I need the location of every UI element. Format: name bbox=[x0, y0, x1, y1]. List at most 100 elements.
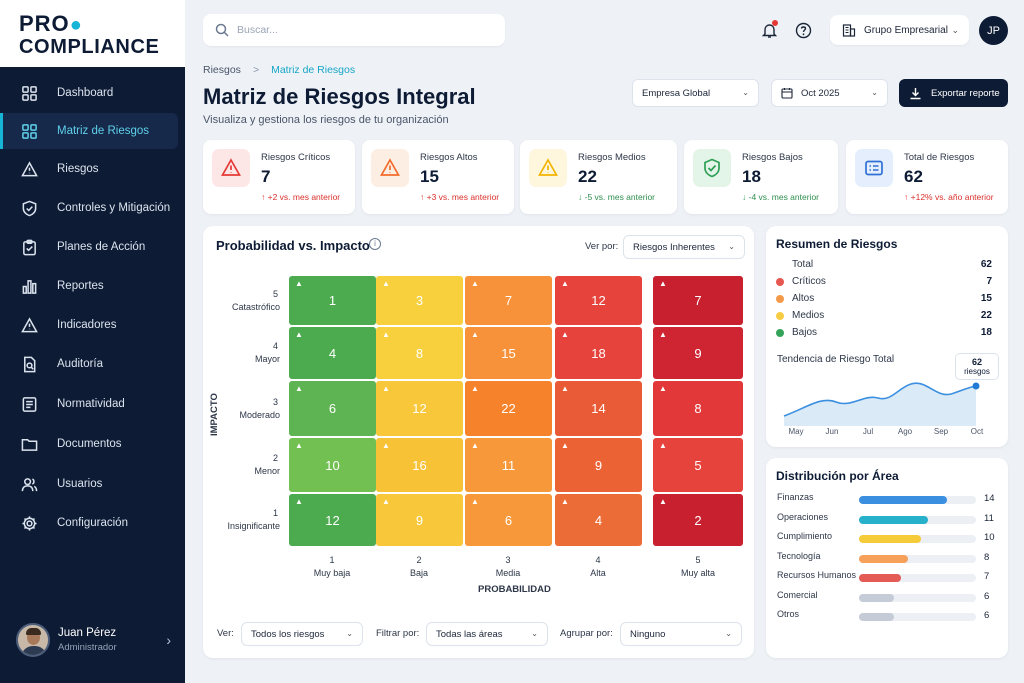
matrix-cell[interactable]: ▲ 1 bbox=[289, 276, 376, 325]
sidebar-item-label: Indicadores bbox=[57, 319, 117, 331]
footer-ver-value: Todos los riesgos bbox=[251, 628, 325, 640]
help-button[interactable] bbox=[792, 19, 814, 41]
sidebar-item-matriz-de-riesgos[interactable]: Matriz de Riesgos bbox=[0, 113, 178, 149]
notifications-button[interactable] bbox=[758, 19, 780, 41]
matrix-cell[interactable]: ▲ 11 bbox=[465, 438, 552, 492]
footer-ver-select[interactable]: Todos los riesgos ⌄ bbox=[241, 622, 363, 646]
breadcrumb: Riesgos > Matriz de Riesgos bbox=[203, 64, 355, 76]
period-select[interactable]: Oct 2025 ⌄ bbox=[771, 79, 888, 107]
matrix-cell[interactable]: ▲ 12 bbox=[376, 381, 463, 436]
sidebar-item-reportes[interactable]: Reportes bbox=[0, 268, 185, 304]
triangle-icon: ▲ bbox=[561, 384, 569, 393]
impact-label: 4 Mayor bbox=[205, 340, 280, 366]
status-dot bbox=[776, 277, 784, 286]
triangle-icon: ▲ bbox=[295, 279, 303, 288]
kpi-card: Riesgos Altos 15 ↑ +3 vs. mes anterior bbox=[362, 140, 514, 214]
matrix-cell[interactable]: ▲ 8 bbox=[653, 381, 743, 436]
triangle-icon: ▲ bbox=[471, 497, 479, 506]
sidebar-item-documentos[interactable]: Documentos bbox=[0, 426, 185, 462]
kpi-trend-text: +2 vs. mes anterior bbox=[267, 192, 341, 202]
distribution-value: 14 bbox=[984, 493, 995, 504]
user-name: Juan Pérez bbox=[58, 626, 117, 639]
triangle-icon: ▲ bbox=[382, 279, 390, 288]
matrix-cell[interactable]: ▲ 22 bbox=[465, 381, 552, 436]
triangle-icon: ▲ bbox=[659, 441, 667, 450]
arrow-down-icon: ↓ bbox=[742, 192, 749, 202]
list-icon bbox=[855, 149, 893, 187]
user-profile[interactable]: Juan Pérez Administrador › bbox=[0, 612, 185, 667]
kpi-value: 15 bbox=[420, 167, 439, 186]
sidebar-item-planes-de-accion[interactable]: Planes de Acción bbox=[0, 229, 185, 265]
sidebar-item-riesgos[interactable]: Riesgos bbox=[0, 151, 185, 187]
distribution-bar bbox=[859, 515, 929, 524]
matrix-cell[interactable]: ▲ 2 bbox=[653, 494, 743, 546]
triangle-icon: ▲ bbox=[659, 330, 667, 339]
sidebar-item-normatividad[interactable]: Normatividad bbox=[0, 386, 185, 422]
sidebar-item-configuracion[interactable]: Configuración bbox=[0, 505, 185, 541]
matrix-cell[interactable]: ▲ 10 bbox=[289, 438, 376, 492]
export-report-button[interactable]: Exportar reporte bbox=[899, 79, 1008, 107]
matrix-cell[interactable]: ▲ 12 bbox=[289, 494, 376, 546]
impact-level-number: 1 bbox=[272, 508, 278, 518]
summary-label: Críticos bbox=[792, 276, 826, 287]
matrix-cell[interactable]: ▲ 4 bbox=[289, 327, 376, 379]
notification-badge bbox=[772, 20, 778, 26]
distribution-bar bbox=[859, 593, 895, 602]
distribution-bar-track bbox=[859, 554, 976, 563]
triangle-icon: ▲ bbox=[471, 441, 479, 450]
matrix-cell[interactable]: ▲ 12 bbox=[555, 276, 642, 325]
arrow-down-icon: ↓ bbox=[578, 192, 585, 202]
distribution-row: Operaciones 11 bbox=[777, 512, 997, 526]
footer-group-select[interactable]: Ninguno ⌄ bbox=[620, 622, 742, 646]
distribution-label: Comercial bbox=[777, 589, 818, 600]
sidebar-item-label: Normatividad bbox=[57, 398, 125, 410]
search-input[interactable] bbox=[237, 24, 477, 36]
view-by-select[interactable]: Riesgos Inherentes ⌄ bbox=[623, 235, 745, 259]
sidebar-item-label: Riesgos bbox=[57, 163, 99, 175]
search-bar[interactable] bbox=[203, 14, 505, 46]
sidebar-item-indicadores[interactable]: Indicadores bbox=[0, 307, 185, 343]
matrix-cell[interactable]: ▲ 7 bbox=[465, 276, 552, 325]
footer-filter-select[interactable]: Todas las áreas ⌄ bbox=[426, 622, 548, 646]
matrix-cell[interactable]: ▲ 8 bbox=[376, 327, 463, 379]
sidebar-item-usuarios[interactable]: Usuarios bbox=[0, 466, 185, 502]
matrix-cell-value: 12 bbox=[412, 401, 427, 416]
matrix-cell[interactable]: ▲ 6 bbox=[289, 381, 376, 436]
sidebar-item-auditoria[interactable]: Auditoría bbox=[0, 346, 185, 382]
breadcrumb-root[interactable]: Riesgos bbox=[203, 64, 241, 76]
matrix-cell-value: 1 bbox=[328, 293, 337, 308]
matrix-cell[interactable]: ▲ 14 bbox=[555, 381, 642, 436]
impact-level-name: Insignificante bbox=[227, 521, 280, 531]
matrix-cell[interactable]: ▲ 9 bbox=[555, 438, 642, 492]
kpi-trend-text: -5 vs. mes anterior bbox=[584, 192, 656, 202]
user-avatar-button[interactable]: JP bbox=[979, 16, 1008, 45]
matrix-cell[interactable]: ▲ 6 bbox=[465, 494, 552, 546]
trend-point-current bbox=[972, 382, 980, 390]
matrix-cell[interactable]: ▲ 5 bbox=[653, 438, 743, 492]
matrix-cell[interactable]: ▲ 9 bbox=[653, 327, 743, 379]
company-selector[interactable]: Grupo Empresarial ⌄ bbox=[830, 15, 969, 45]
chevron-down-icon: ⌄ bbox=[725, 629, 732, 638]
grid-icon bbox=[20, 84, 38, 102]
kpi-trend-text: +12% vs. año anterior bbox=[910, 192, 994, 202]
matrix-cell[interactable]: ▲ 9 bbox=[376, 494, 463, 546]
arrow-up-icon: ↑ bbox=[420, 192, 427, 202]
sidebar-item-dashboard[interactable]: Dashboard bbox=[0, 75, 185, 111]
entity-select[interactable]: Empresa Global ⌄ bbox=[632, 79, 759, 107]
matrix-cell[interactable]: ▲ 7 bbox=[653, 276, 743, 325]
sidebar-item-controles[interactable]: Controles y Mitigación bbox=[0, 190, 185, 226]
matrix-cell[interactable]: ▲ 3 bbox=[376, 276, 463, 325]
summary-label: Total bbox=[792, 259, 814, 270]
summary-row: Altos 15 bbox=[776, 290, 992, 307]
matrix-cell[interactable]: ▲ 18 bbox=[555, 327, 642, 379]
risk-matrix-card: Probabilidad vs. Impacto i Ver por: Ries… bbox=[203, 226, 754, 658]
matrix-cell[interactable]: ▲ 4 bbox=[555, 494, 642, 546]
matrix-cell[interactable]: ▲ 15 bbox=[465, 327, 552, 379]
summary-row: Críticos 7 bbox=[776, 273, 992, 290]
warning-icon bbox=[371, 149, 409, 187]
matrix-cell[interactable]: ▲ 16 bbox=[376, 438, 463, 492]
matrix-cell-value: 18 bbox=[591, 345, 606, 361]
impact-level-name: Mayor bbox=[254, 354, 280, 364]
info-icon[interactable]: i bbox=[369, 238, 381, 250]
bell-icon bbox=[761, 23, 777, 38]
